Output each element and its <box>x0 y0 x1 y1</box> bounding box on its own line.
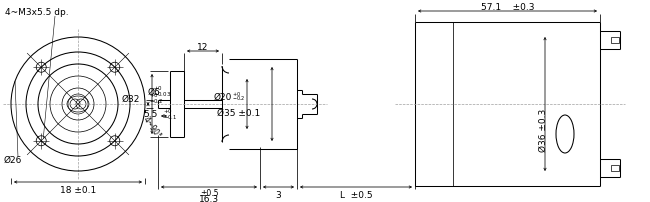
Text: Ø32: Ø32 <box>122 94 140 103</box>
Text: Ø20: Ø20 <box>214 92 232 101</box>
Text: Ø6: Ø6 <box>148 87 161 96</box>
Text: Ø26: Ø26 <box>4 155 22 164</box>
Text: $^{+0}_{-0.2}$: $^{+0}_{-0.2}$ <box>232 90 245 103</box>
Bar <box>611 38 619 44</box>
Text: 16.3: 16.3 <box>199 195 219 202</box>
Text: 5.5: 5.5 <box>144 110 158 119</box>
Text: $^{+0}_{-0.2}$: $^{+0}_{-0.2}$ <box>149 91 163 106</box>
Text: Ø35 ±0.1: Ø35 ±0.1 <box>216 108 260 117</box>
Text: ±0.5: ±0.5 <box>200 188 218 198</box>
Text: 18 ±0.1: 18 ±0.1 <box>60 186 96 195</box>
Text: 4~M3x5.5 dp.: 4~M3x5.5 dp. <box>5 8 69 17</box>
Text: Ø36 ±0.3: Ø36 ±0.3 <box>538 108 547 151</box>
Text: 57.1    ±0.3: 57.1 ±0.3 <box>481 2 534 12</box>
Text: L  ±0.5: L ±0.5 <box>340 190 372 200</box>
Text: 3: 3 <box>276 190 281 200</box>
Text: $^{+0}_{-0.03}$: $^{+0}_{-0.03}$ <box>153 84 171 99</box>
Bar <box>611 165 619 171</box>
Text: $^{+0}_{-0.1}$: $^{+0}_{-0.1}$ <box>163 107 177 122</box>
Text: 12: 12 <box>198 42 209 51</box>
Text: 4~90°: 4~90° <box>141 115 163 140</box>
